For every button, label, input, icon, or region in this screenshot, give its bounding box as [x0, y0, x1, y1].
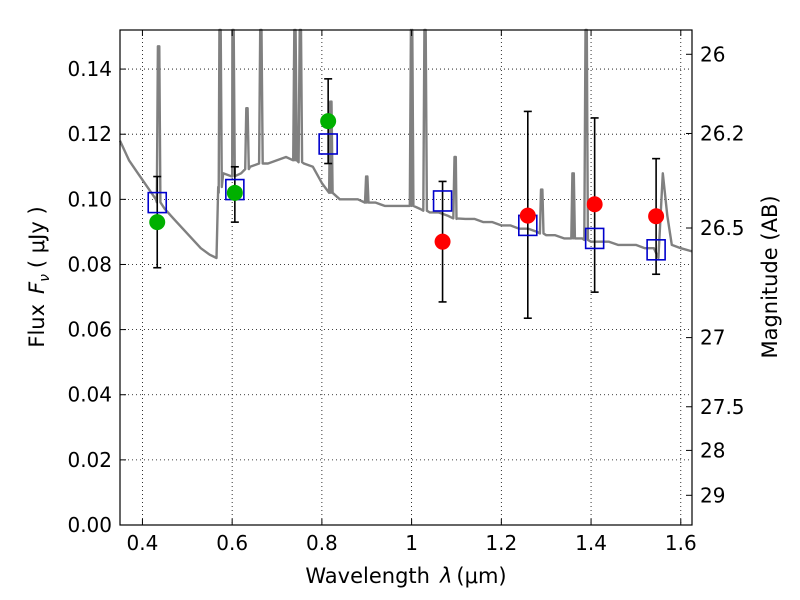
y-tick-label: 0.06 [67, 318, 112, 342]
y-tick-label: 0.14 [67, 57, 112, 81]
y-axis-label: FluxFν( μJy ) [25, 206, 53, 347]
x-tick-label: 1.6 [665, 531, 697, 555]
x-axis-label: Wavelength λ (μm) [305, 564, 506, 588]
model-photometry-square [646, 239, 666, 261]
y2-tick-label: 28 [700, 438, 725, 462]
optical-point [320, 113, 337, 130]
model-spectrum [118, 28, 693, 260]
y2-tick-label: 29 [700, 483, 725, 507]
x-tick-label: 0.6 [216, 531, 248, 555]
model-spectrum-line [118, 28, 693, 260]
nir-point [586, 196, 603, 213]
y-tick-label: 0.00 [67, 513, 112, 537]
y2-tick-label: 26 [700, 42, 725, 66]
optical-point [149, 214, 166, 231]
model-photometry-square [318, 133, 338, 155]
x-tick-label: 1 [405, 531, 418, 555]
data-markers [147, 113, 666, 261]
y-tick-label: 0.02 [67, 448, 112, 472]
y-tick-label: 0.08 [67, 252, 112, 276]
y-tick-label: 0.04 [67, 383, 112, 407]
optical-point [226, 184, 243, 201]
plot-frame [119, 29, 693, 526]
model-photometry-square [584, 227, 605, 250]
y2-axis-label: Magnitude (AB) [758, 195, 782, 358]
y2-tick-label: 27.5 [700, 395, 745, 419]
y-tick-label: 0.10 [67, 187, 112, 211]
x-tick-label: 1.4 [575, 531, 607, 555]
x-tick-label: 1.2 [485, 531, 517, 555]
model-photometry-square [147, 191, 168, 214]
nir-point [519, 207, 536, 224]
nir-point [648, 208, 665, 225]
model-photometry-square [432, 190, 453, 212]
y-tick-label: 0.12 [67, 122, 112, 146]
nir-point [434, 233, 451, 250]
x-tick-label: 0.4 [127, 531, 159, 555]
x-tick-label: 0.8 [306, 531, 338, 555]
y2-tick-label: 26.5 [700, 216, 745, 240]
y2-tick-label: 26.2 [700, 121, 745, 145]
y2-tick-label: 27 [700, 326, 725, 350]
axes: 0.4 0.6 0.8 1 1.2 1.4 1.6 0.00 0.02 0.04 0.06 0.08 0… [67, 30, 745, 555]
grid [120, 30, 692, 526]
